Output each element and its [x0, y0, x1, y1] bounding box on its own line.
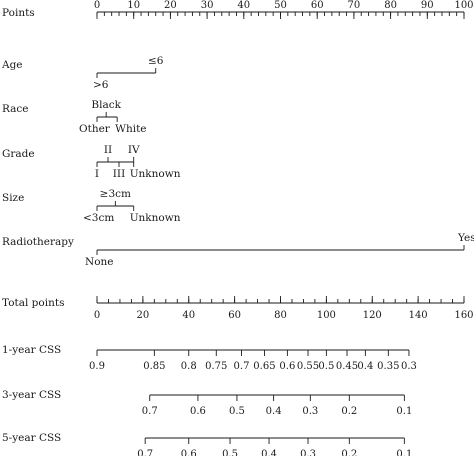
race-level-label: Black: [91, 99, 121, 111]
points-tick-label: 100: [454, 0, 473, 11]
total-points-tick-label: 60: [228, 310, 241, 321]
row-label-race: Race: [2, 103, 29, 115]
row-label-age: Age: [1, 59, 23, 71]
5-year-css-tick-label: 0.4: [261, 449, 277, 456]
total-points-tick-label: 80: [274, 310, 287, 321]
row-label-total-points: Total points: [2, 297, 64, 309]
total-points-tick-label: 20: [137, 310, 150, 321]
3-year-css-tick-label: 0.4: [266, 406, 282, 417]
grade-level-label: I: [95, 168, 99, 180]
total-points-tick-label: 120: [363, 310, 382, 321]
total-points-tick-label: 40: [182, 310, 195, 321]
1-year-css-tick-label: 0.6: [279, 361, 295, 372]
total-points-tick-label: 140: [409, 310, 428, 321]
1-year-css-tick-label: 0.35: [377, 361, 399, 372]
radiotherapy-level-label: Yes: [457, 232, 474, 244]
grade-level-label: Unknown: [130, 168, 181, 180]
age-level-label: >6: [93, 79, 109, 91]
3-year-css-tick-label: 0.7: [142, 406, 158, 417]
1-year-css-tick-label: 0.65: [253, 361, 275, 372]
1-year-css-tick-label: 0.4: [357, 361, 373, 372]
total-points-tick-label: 100: [317, 310, 336, 321]
grade-level-label: II: [104, 144, 112, 156]
5-year-css-tick-label: 0.5: [222, 449, 238, 456]
size-level-label: ≥3cm: [100, 188, 131, 200]
size-level-label: Unknown: [130, 212, 181, 224]
1-year-css-tick-label: 0.3: [401, 361, 417, 372]
3-year-css-tick-label: 0.6: [190, 406, 206, 417]
total-points-tick-label: 160: [454, 310, 473, 321]
points-tick-label: 50: [274, 0, 287, 11]
row-label-3-year-css: 3-year CSS: [2, 389, 61, 401]
total-points-tick-label: 0: [94, 310, 100, 321]
points-tick-label: 40: [237, 0, 250, 11]
3-year-css-tick-label: 0.2: [341, 406, 357, 417]
row-label-points: Points: [2, 7, 35, 19]
1-year-css-tick-label: 0.9: [89, 361, 105, 372]
age-level-label: ≤6: [148, 55, 164, 67]
size-level-label: <3cm: [83, 212, 114, 224]
1-year-css-tick-label: 0.8: [181, 361, 197, 372]
5-year-css-tick-label: 0.7: [137, 449, 153, 456]
points-tick-label: 80: [384, 0, 397, 11]
row-label-5-year-css: 5-year CSS: [2, 432, 61, 444]
3-year-css-tick-label: 0.1: [396, 406, 412, 417]
5-year-css-tick-label: 0.2: [341, 449, 357, 456]
race-level-label: White: [115, 123, 146, 135]
points-tick-label: 60: [311, 0, 324, 11]
3-year-css-tick-label: 0.3: [302, 406, 318, 417]
3-year-css-tick-label: 0.5: [229, 406, 245, 417]
1-year-css-tick-label: 0.7: [234, 361, 250, 372]
row-label-1-year-css: 1-year CSS: [2, 344, 61, 356]
1-year-css-tick-label: 0.45: [336, 361, 358, 372]
1-year-css-tick-label: 0.85: [143, 361, 165, 372]
race-level-label: Other: [79, 123, 111, 135]
row-label-size: Size: [2, 192, 24, 204]
5-year-css-tick-label: 0.1: [396, 449, 412, 456]
1-year-css-tick-label: 0.55: [297, 361, 319, 372]
points-tick-label: 0: [94, 0, 100, 11]
1-year-css-tick-label: 0.5: [318, 361, 334, 372]
row-label-grade: Grade: [2, 148, 35, 160]
1-year-css-tick-label: 0.75: [205, 361, 227, 372]
points-tick-label: 90: [421, 0, 434, 11]
points-tick-label: 20: [164, 0, 177, 11]
row-label-radiotherapy: Radiotherapy: [2, 236, 74, 248]
5-year-css-tick-label: 0.6: [181, 449, 197, 456]
grade-level-label: III: [113, 168, 125, 180]
5-year-css-tick-label: 0.3: [300, 449, 316, 456]
points-tick-label: 70: [348, 0, 361, 11]
points-tick-label: 10: [127, 0, 140, 11]
grade-level-label: IV: [128, 144, 140, 156]
points-tick-label: 30: [201, 0, 214, 11]
radiotherapy-level-label: None: [85, 256, 114, 268]
